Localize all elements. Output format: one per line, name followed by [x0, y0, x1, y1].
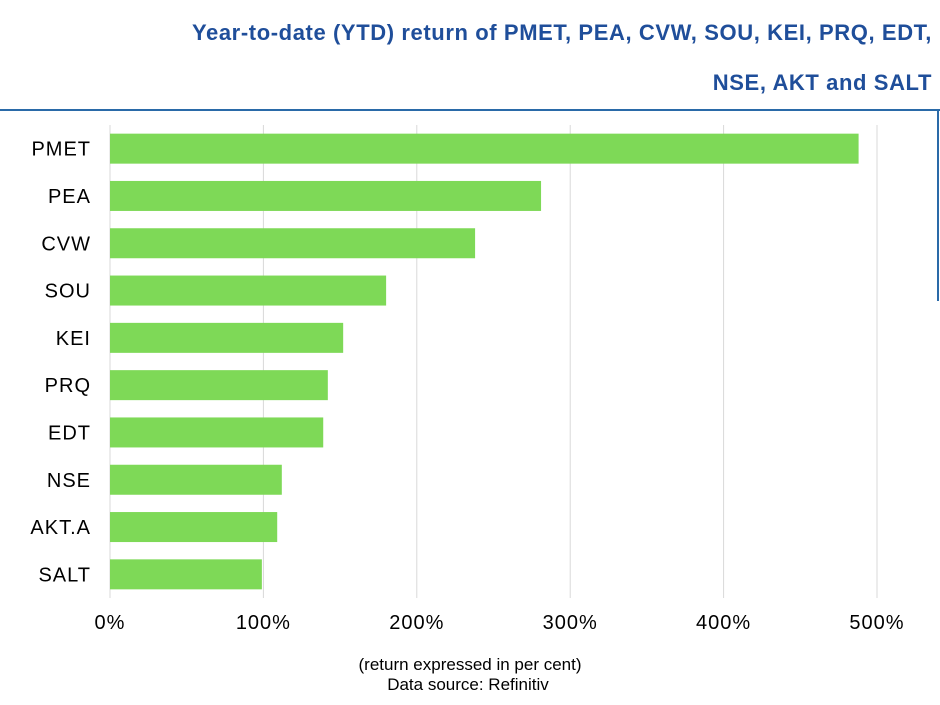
category-label: KEI [56, 328, 91, 350]
bar [110, 464, 282, 495]
category-label: AKT.A [30, 517, 91, 539]
x-tick-label: 0% [95, 612, 126, 634]
chart-title-line-1: Year-to-date (YTD) return of PMET, PEA, … [191, 20, 932, 45]
bar [110, 370, 328, 401]
category-label: CVW [41, 233, 91, 255]
x-tick-label: 300% [543, 612, 598, 634]
chart-title-line-2: NSE, AKT and SALT [712, 70, 932, 95]
bar [110, 559, 262, 590]
axis-note: (return expressed in per cent) [358, 655, 582, 674]
right-border [937, 109, 939, 301]
bar [110, 322, 344, 353]
category-label: PEA [48, 186, 91, 208]
bars [110, 133, 859, 590]
category-label: NSE [47, 470, 91, 492]
category-label: PMET [31, 139, 91, 161]
x-tick-label: 200% [389, 612, 444, 634]
x-tick-label: 100% [236, 612, 291, 634]
tick-labels: 0% 100% 200% 300% 400% 500% [95, 612, 904, 634]
bar [110, 133, 859, 164]
title-divider [0, 109, 940, 111]
category-label: SALT [38, 564, 91, 586]
bar [110, 275, 387, 306]
bar [110, 180, 542, 211]
data-source: Data source: Refinitiv [387, 675, 549, 694]
x-tick-label: 400% [696, 612, 751, 634]
category-label: EDT [48, 422, 91, 444]
bar [110, 512, 278, 543]
x-tick-label: 500% [849, 612, 904, 634]
category-label: PRQ [45, 375, 91, 397]
bar [110, 417, 324, 448]
bar [110, 228, 476, 259]
category-label: SOU [45, 281, 91, 303]
category-labels: PMET PEA CVW SOU KEI PRQ EDT NSE AKT.A SALT [30, 139, 91, 587]
